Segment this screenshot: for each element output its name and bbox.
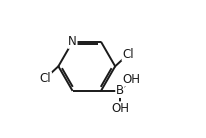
Text: B: B (116, 84, 124, 97)
Text: OH: OH (122, 73, 140, 86)
Text: Cl: Cl (40, 72, 51, 85)
Text: N: N (68, 35, 77, 48)
Text: OH: OH (111, 102, 129, 115)
Text: Cl: Cl (122, 48, 134, 61)
